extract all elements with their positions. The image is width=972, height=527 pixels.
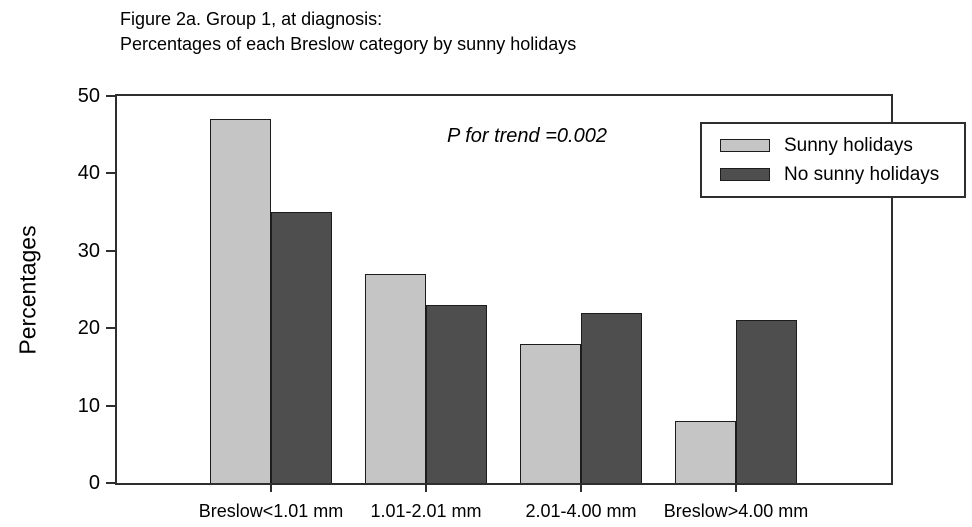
bar-no-sunny-category-1 bbox=[426, 304, 487, 483]
y-tick-50 bbox=[106, 95, 115, 97]
figure-title-line2: Percentages of each Breslow category by … bbox=[120, 34, 577, 54]
y-tick-0 bbox=[106, 482, 115, 484]
y-tick-label-10: 10 bbox=[77, 394, 100, 417]
legend-item-no-sunny-holidays: No sunny holidays bbox=[720, 164, 964, 186]
y-axis-label: Percentages bbox=[14, 225, 41, 355]
y-tick-label-0: 0 bbox=[88, 472, 100, 494]
x-tick-label-2: 2.01-4.00 mm bbox=[525, 501, 637, 521]
x-tick-label-1: 1.01-2.01 mm bbox=[370, 501, 482, 521]
figure-title: Figure 2a. Group 1, at diagnosis: Percen… bbox=[120, 7, 576, 57]
bar-sunny-category-2 bbox=[520, 343, 581, 483]
legend-item-sunny-holidays: Sunny holidays bbox=[720, 135, 964, 157]
x-tick-2 bbox=[580, 485, 582, 492]
bar-sunny-category-3 bbox=[675, 421, 736, 483]
y-tick-20 bbox=[106, 327, 115, 330]
bar-no-sunny-category-3 bbox=[736, 320, 797, 483]
legend-label-sunny-holidays: Sunny holidays bbox=[784, 134, 913, 156]
bar-sunny-category-0 bbox=[210, 119, 271, 483]
bar-no-sunny-category-2 bbox=[581, 312, 642, 483]
legend-label-no-sunny-holidays: No sunny holidays bbox=[784, 163, 940, 185]
y-tick-30 bbox=[106, 249, 115, 252]
x-tick-label-3: Breslow>4.00 mm bbox=[663, 501, 809, 521]
y-tick-label-50: 50 bbox=[77, 85, 100, 107]
y-tick-label-20: 20 bbox=[77, 317, 100, 340]
y-tick-label-30: 30 bbox=[77, 239, 100, 262]
y-tick-10 bbox=[106, 404, 115, 407]
legend-swatch-no-sunny-holidays bbox=[720, 168, 770, 181]
y-tick-40 bbox=[106, 172, 115, 175]
figure-title-line1: Figure 2a. Group 1, at diagnosis: bbox=[120, 9, 383, 29]
x-tick-3 bbox=[735, 485, 737, 492]
x-tick-1 bbox=[425, 485, 427, 492]
x-tick-0 bbox=[270, 485, 272, 492]
legend-swatch-sunny-holidays bbox=[720, 139, 770, 152]
p-value-annotation: P for trend =0.002 bbox=[447, 125, 607, 147]
legend: Sunny holidays No sunny holidays bbox=[700, 122, 966, 198]
bar-sunny-category-1 bbox=[365, 274, 426, 483]
x-tick-label-0: Breslow<1.01 mm bbox=[198, 501, 344, 521]
bar-no-sunny-category-0 bbox=[271, 212, 332, 483]
y-tick-label-40: 40 bbox=[77, 162, 100, 185]
